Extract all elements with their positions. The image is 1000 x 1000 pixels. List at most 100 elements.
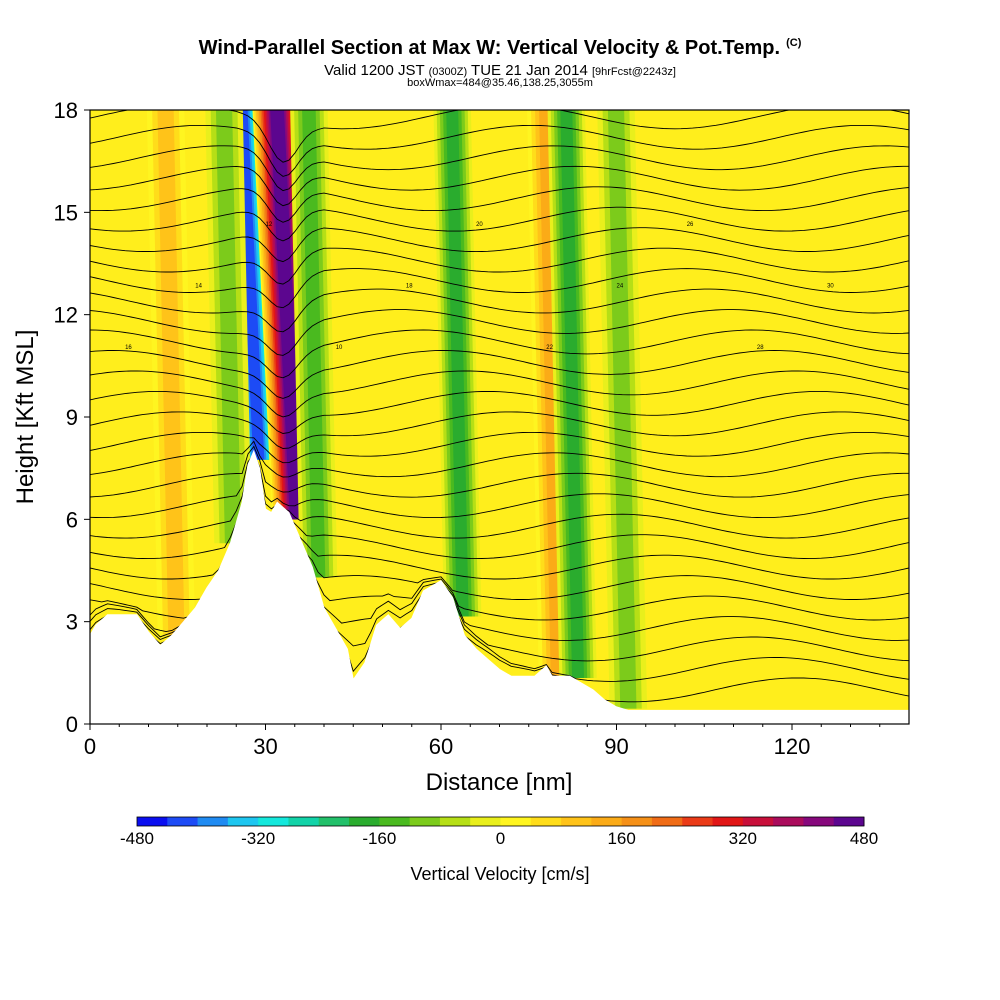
contour-label: 28 [757, 345, 764, 351]
x-tick-label: 120 [774, 734, 811, 759]
copyright-mark: (C) [786, 37, 802, 50]
y-tick-label: 15 [54, 200, 78, 225]
colorbar-swatch [500, 817, 532, 826]
colorbar-swatch [591, 817, 623, 826]
colorbar-swatch [561, 817, 592, 826]
colorbar-swatch [288, 817, 320, 826]
x-tick-label: 90 [604, 734, 628, 759]
plume-band [607, 110, 637, 709]
y-tick-label: 6 [66, 507, 78, 532]
x-axis-label: Distance [nm] [426, 769, 573, 796]
theta-contour [90, 411, 909, 449]
theta-contour [90, 462, 909, 539]
contour-label: 14 [195, 283, 202, 289]
valid-date: TUE 21 Jan 2014 [471, 62, 588, 79]
colorbar-swatch [621, 817, 653, 826]
axes: 0 30 60 90 120 0 3 6 9 12 15 18 [54, 98, 881, 759]
box-max-info: boxWmax=484@35.46,138.25,3055m [407, 77, 593, 89]
theta-contour [90, 472, 909, 560]
forecast-info: [9hrFcst@2243z] [591, 66, 676, 78]
colorbar-tick-label: -480 [120, 829, 154, 848]
colorbar-swatch [439, 817, 471, 826]
colorbar-swatch [409, 817, 441, 826]
theta-contour [90, 247, 909, 285]
theta-contour [90, 431, 909, 464]
y-tick-label: 12 [54, 303, 78, 328]
theta-contour [90, 268, 909, 309]
theta-contour [90, 145, 909, 192]
theta-contour [90, 206, 909, 242]
theta-contour [90, 329, 909, 379]
contour-label: 24 [617, 283, 624, 289]
colorbar-swatch [803, 817, 835, 826]
colorbar-swatch [349, 817, 380, 826]
colorbar-swatch [258, 817, 289, 826]
theta-contour [90, 186, 909, 223]
colorbar-swatch [167, 817, 199, 826]
contour-label: 26 [687, 222, 694, 228]
colorbar-frame [136, 816, 865, 827]
colorbar-swatch [318, 817, 350, 826]
contour-label: 20 [476, 222, 483, 228]
contour-label: 12 [266, 222, 273, 228]
colorbar-tick-label: 160 [607, 829, 635, 848]
colorbar-swatch [712, 817, 744, 826]
plume-band [271, 110, 303, 520]
y-tick-label: 9 [66, 405, 78, 430]
colorbar: -480 -320 -160 0 160 320 480 [120, 816, 878, 848]
plot-area: 16 14 12 10 18 20 22 24 26 28 30 [90, 110, 909, 724]
theta-contour [90, 445, 909, 498]
title-text: Wind-Parallel Section at Max W: Vertical… [198, 37, 781, 59]
x-tick-label: 30 [253, 734, 277, 759]
colorbar-swatch [530, 817, 562, 826]
colorbar-tick-label: 320 [729, 829, 757, 848]
valid-utc: (0300Z) [428, 66, 468, 78]
theta-contour [90, 288, 909, 333]
x-tick-label: 60 [429, 734, 453, 759]
theta-contour [90, 350, 909, 399]
theta-contour [90, 165, 909, 207]
colorbar-tick-label: -160 [362, 829, 396, 848]
y-tick-label: 3 [66, 610, 78, 635]
theta-contour [90, 452, 909, 519]
x-tick-label: 0 [84, 734, 96, 759]
colorbar-tick-label: -320 [241, 829, 275, 848]
y-tick-label: 18 [54, 98, 78, 123]
valid-time: Valid 1200 JST [324, 62, 425, 79]
terrain-mask [90, 449, 909, 724]
colorbar-swatch [773, 817, 804, 826]
colorbar-tick-label: 0 [496, 829, 505, 848]
colorbar-swatch [379, 817, 411, 826]
theta-contour [90, 110, 909, 163]
theta-contour [90, 390, 909, 434]
y-axis-label: Height [Kft MSL] [12, 330, 39, 505]
theta-contour [90, 370, 909, 418]
contour-labels: 16 14 12 10 18 20 22 24 26 28 30 [125, 222, 834, 351]
theta-contour [90, 309, 909, 356]
theta-contour [90, 124, 909, 177]
contour-label: 22 [546, 345, 553, 351]
chart-subtitle: Valid 1200 JST (0300Z) TUE 21 Jan 2014 [… [0, 62, 1000, 79]
theta-contour [90, 227, 909, 263]
plume-band [302, 110, 326, 578]
colorbar-swatch [742, 817, 774, 826]
colorbar-tick-label: 480 [850, 829, 878, 848]
colorbar-swatch [682, 817, 714, 826]
plume-band [157, 110, 185, 636]
contour-label: 18 [406, 283, 413, 289]
colorbar-swatch [227, 817, 259, 826]
colorbar-swatch [137, 817, 168, 826]
plume-band [560, 110, 584, 678]
colorbar-title: Vertical Velocity [cm/s] [410, 864, 589, 884]
contour-label: 30 [827, 283, 834, 289]
colorbar-swatch [651, 817, 683, 826]
contour-label: 16 [125, 345, 132, 351]
theta-contour [90, 440, 909, 478]
colorbar-swatch [197, 817, 229, 826]
plume-band [446, 110, 469, 617]
contour-label: 10 [336, 345, 343, 351]
colorbar-swatch [470, 817, 501, 826]
colorbar-swatch [833, 817, 865, 826]
y-tick-label: 0 [66, 712, 78, 737]
